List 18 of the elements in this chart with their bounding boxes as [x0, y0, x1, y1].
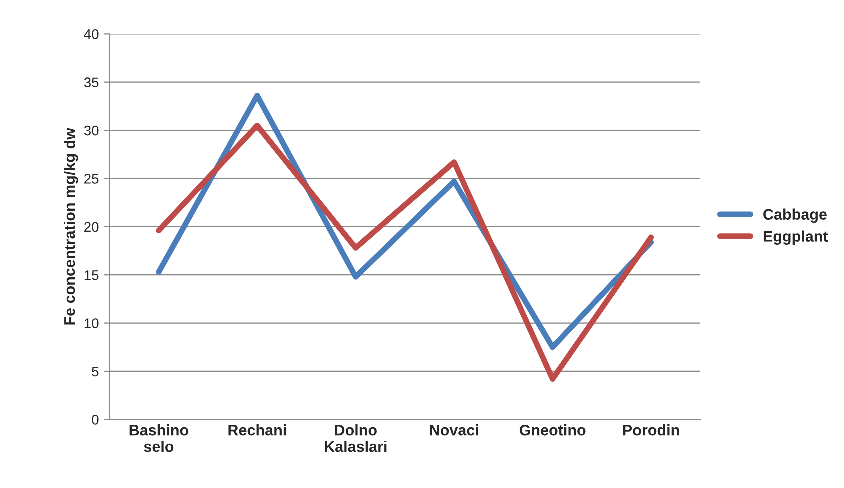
y-tick-label: 20: [84, 222, 99, 232]
y-tick-label: 10: [84, 318, 99, 328]
y-tick-label: 0: [92, 415, 99, 425]
x-tick-label: Dolno Kalaslari: [325, 424, 387, 452]
y-tick-label: 5: [92, 366, 99, 377]
x-tick-label: Bashino selo: [130, 424, 188, 452]
legend-label: Cabbage: [764, 208, 827, 224]
x-tick-label: Gneotino: [520, 424, 586, 436]
y-tick-label: 30: [84, 126, 99, 136]
x-tick-label: Rechani: [228, 424, 286, 436]
y-axis-title: Fe concentration mg/kg dw: [64, 128, 78, 325]
y-tick-label: 15: [84, 270, 99, 280]
x-tick-label: Novaci: [430, 424, 478, 436]
y-tick-label: 40: [84, 29, 99, 40]
y-tick-label: 25: [84, 174, 99, 184]
y-tick-label: 35: [84, 78, 99, 88]
x-tick-label: Porodin: [623, 424, 680, 436]
legend-label: Eggplant: [764, 230, 828, 246]
